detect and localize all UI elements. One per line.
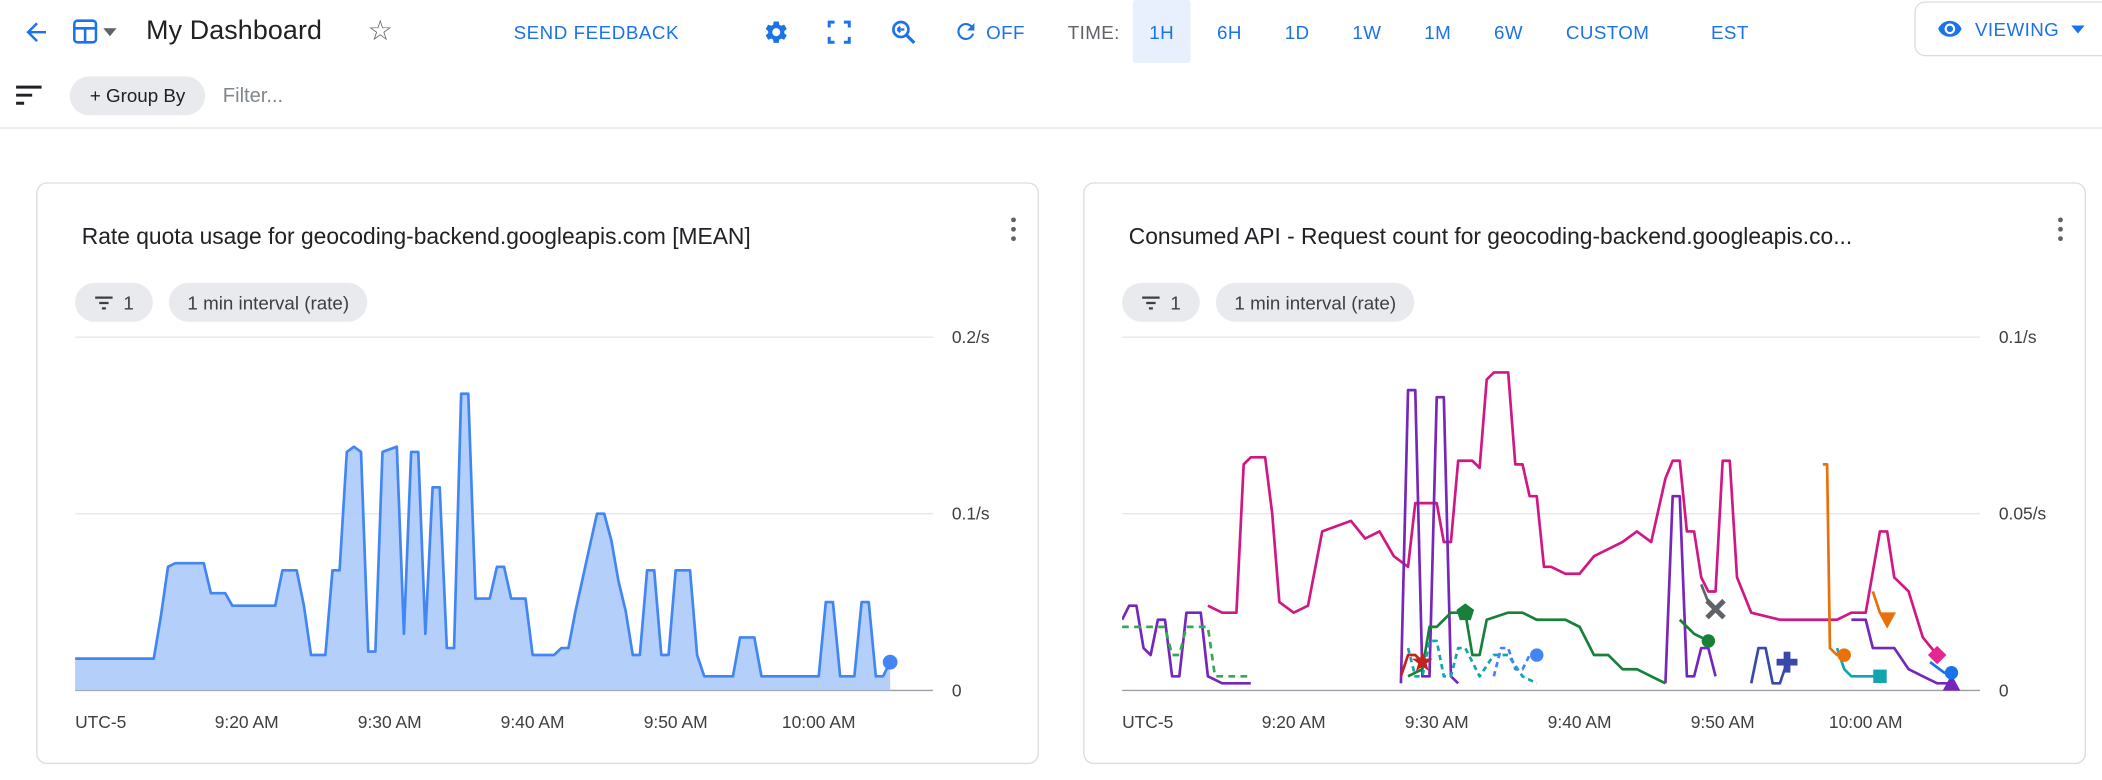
svg-text:9:20 AM: 9:20 AM — [215, 712, 279, 732]
interval-chip[interactable]: 1 min interval (rate) — [168, 282, 368, 322]
svg-text:0: 0 — [1999, 680, 2009, 700]
viewing-button[interactable]: VIEWING — [1914, 1, 2102, 57]
eye-icon — [1937, 16, 1962, 41]
filter-count-chip[interactable]: 1 — [1122, 282, 1200, 322]
svg-text:0.2/s: 0.2/s — [952, 327, 990, 347]
fullscreen-icon[interactable] — [825, 18, 852, 45]
back-button[interactable] — [21, 17, 50, 46]
svg-text:10:00 AM: 10:00 AM — [1829, 712, 1903, 732]
svg-text:9:20 AM: 9:20 AM — [1262, 712, 1326, 732]
refresh-icon — [953, 19, 978, 44]
svg-text:0.1/s: 0.1/s — [1999, 327, 2037, 347]
viewing-label: VIEWING — [1974, 18, 2060, 40]
dashboard-grid-icon — [72, 19, 98, 44]
chevron-down-icon — [2071, 24, 2085, 33]
svg-text:9:50 AM: 9:50 AM — [644, 712, 708, 732]
time-range-selector: 1H 6H 1D 1W 1M 6W CUSTOM EST — [1122, 0, 1765, 64]
svg-text:9:30 AM: 9:30 AM — [358, 712, 422, 732]
time-range-1w[interactable]: 1W — [1336, 0, 1397, 63]
top-toolbar: My Dashboard ☆ SEND FEEDBACK OFF TIME: 1… — [0, 0, 2102, 64]
quota-usage-chart: 0 0.1/s 0.2/s UTC-5 9:20 AM 9:30 AM 9:40 AM 9:5… — [75, 327, 990, 732]
star-outline-icon[interactable]: ☆ — [367, 16, 393, 47]
chart-card-request-count: Consumed API - Request count for geocodi… — [1083, 182, 2086, 765]
filter-count-chip[interactable]: 1 — [75, 282, 153, 322]
filter-bar: + Group By — [0, 63, 2102, 129]
time-range-6h[interactable]: 6H — [1201, 0, 1258, 63]
time-range-custom[interactable]: CUSTOM — [1550, 0, 1666, 63]
toolbar-icons — [762, 17, 918, 46]
filter-list-icon — [1141, 294, 1161, 310]
time-range-1h[interactable]: 1H — [1133, 0, 1191, 64]
svg-text:9:40 AM: 9:40 AM — [1548, 712, 1612, 732]
card-title: Rate quota usage for geocoding-backend.g… — [81, 223, 751, 250]
time-range-1d[interactable]: 1D — [1269, 0, 1326, 63]
timezone-est[interactable]: EST — [1695, 0, 1765, 63]
request-count-chart: 0 0.05/s 0.1/s UTC-5 9:20 AM 9:30 AM 9:40 AM 9:… — [1122, 327, 2047, 732]
svg-text:0.05/s: 0.05/s — [1999, 504, 2047, 524]
filter-count: 1 — [1170, 291, 1181, 314]
auto-refresh-toggle[interactable]: OFF — [953, 19, 1025, 44]
chevron-down-icon — [103, 27, 117, 36]
interval-chip[interactable]: 1 min interval (rate) — [1215, 282, 1415, 322]
svg-text:0.1/s: 0.1/s — [952, 504, 990, 524]
svg-text:9:40 AM: 9:40 AM — [501, 712, 565, 732]
filter-count: 1 — [123, 291, 134, 314]
card-title: Consumed API - Request count for geocodi… — [1128, 223, 1853, 250]
filter-input[interactable] — [222, 83, 760, 107]
more-options-icon[interactable] — [2058, 217, 2063, 242]
refresh-state-label: OFF — [986, 20, 1025, 43]
zoom-reset-icon[interactable] — [888, 17, 917, 46]
filter-list-icon — [94, 294, 114, 310]
dashboard-canvas: Rate quota usage for geocoding-backend.g… — [0, 129, 2102, 765]
chip-row: 1 1 min interval (rate) — [1122, 282, 2085, 322]
filter-list-icon[interactable] — [8, 76, 51, 114]
svg-text:9:30 AM: 9:30 AM — [1405, 712, 1469, 732]
time-label: TIME: — [1067, 20, 1120, 43]
dashboard-picker[interactable] — [72, 19, 117, 44]
settings-gear-icon[interactable] — [762, 18, 789, 45]
more-options-icon[interactable] — [1011, 217, 1016, 242]
chart-card-quota-usage: Rate quota usage for geocoding-backend.g… — [36, 182, 1039, 765]
group-by-chip[interactable]: + Group By — [69, 75, 206, 115]
svg-text:UTC-5: UTC-5 — [75, 712, 126, 732]
svg-text:UTC-5: UTC-5 — [1122, 712, 1173, 732]
chip-row: 1 1 min interval (rate) — [75, 282, 1038, 322]
page-title: My Dashboard — [146, 16, 323, 46]
svg-text:0: 0 — [952, 680, 962, 700]
time-range-1m[interactable]: 1M — [1408, 0, 1467, 63]
svg-text:9:50 AM: 9:50 AM — [1691, 712, 1755, 732]
svg-text:10:00 AM: 10:00 AM — [782, 712, 856, 732]
send-feedback-link[interactable]: SEND FEEDBACK — [513, 20, 680, 43]
time-range-6w[interactable]: 6W — [1478, 0, 1539, 63]
